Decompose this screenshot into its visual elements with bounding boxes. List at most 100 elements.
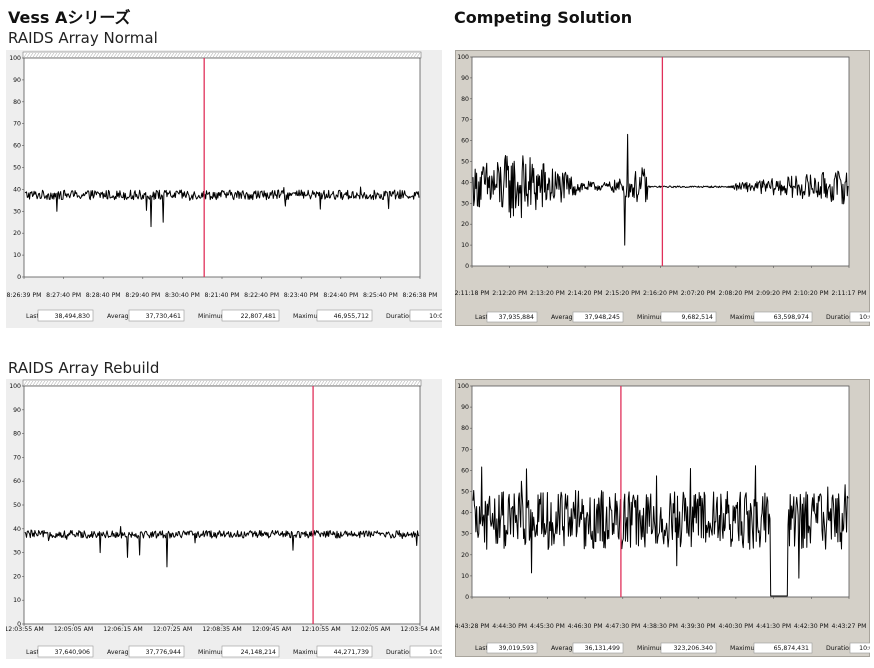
header-hatch xyxy=(62,380,67,386)
y-tick-label: 80 xyxy=(461,96,469,103)
header-hatch xyxy=(203,380,208,386)
header-hatch xyxy=(407,52,412,58)
header-hatch xyxy=(293,380,298,386)
header-hatch xyxy=(152,380,157,386)
header-hatch xyxy=(398,380,403,386)
header-hatch xyxy=(179,380,184,386)
header-hatch xyxy=(35,52,40,58)
y-tick-label: 70 xyxy=(13,454,21,461)
header-hatch xyxy=(26,52,31,58)
x-tick-label: 8:21:40 PM xyxy=(205,292,240,299)
header-hatch xyxy=(155,380,160,386)
x-tick-label: 4:43:28 PM xyxy=(455,623,489,630)
header-hatch xyxy=(74,380,79,386)
header-hatch xyxy=(320,52,325,58)
stat-value: 37,640,906 xyxy=(55,649,90,656)
header-hatch xyxy=(239,380,244,386)
x-tick-label: 4:43:27 PM xyxy=(832,623,867,630)
header-hatch xyxy=(368,380,373,386)
header-hatch xyxy=(59,52,64,58)
header-hatch xyxy=(287,52,292,58)
data-trace xyxy=(472,133,849,246)
stat-value-box xyxy=(753,311,813,323)
header-hatch xyxy=(104,380,109,386)
x-tick-label: 8:25:40 PM xyxy=(363,292,398,299)
data-trace xyxy=(24,186,420,228)
header-hatch xyxy=(413,52,418,58)
header-hatch xyxy=(161,52,166,58)
stat-value: 37,948,245 xyxy=(585,314,620,321)
header-hatch xyxy=(350,52,355,58)
header-hatch xyxy=(77,52,82,58)
y-tick-label: 30 xyxy=(13,550,21,557)
header-hatch xyxy=(155,52,160,58)
stat-label: Duration xyxy=(386,649,413,656)
header-hatch xyxy=(224,380,229,386)
header-hatch xyxy=(131,380,136,386)
header-hatch xyxy=(212,52,217,58)
stat-label: Maximum xyxy=(730,645,761,652)
header-hatch xyxy=(230,52,235,58)
stat-label: Minimum xyxy=(637,645,666,652)
y-tick-label: 100 xyxy=(9,55,21,62)
y-tick-label: 60 xyxy=(461,467,469,474)
header-hatch xyxy=(164,380,169,386)
header-hatch xyxy=(311,52,316,58)
header-hatch xyxy=(167,380,172,386)
header-hatch xyxy=(344,52,349,58)
header-hatch xyxy=(371,52,376,58)
x-tick-label: 8:27:40 PM xyxy=(46,292,81,299)
y-tick-label: 80 xyxy=(13,431,21,438)
header-hatch xyxy=(383,380,388,386)
y-tick-label: 90 xyxy=(13,407,21,414)
x-tick-label: 8:28:40 PM xyxy=(86,292,121,299)
x-tick-label: 2:08:20 PM xyxy=(718,290,753,297)
stat-value: 10:00 xyxy=(429,649,442,656)
y-tick-label: 50 xyxy=(461,159,469,166)
header-hatch xyxy=(263,52,268,58)
header-hatch xyxy=(236,52,241,58)
header-hatch xyxy=(362,380,367,386)
header-hatch xyxy=(194,52,199,58)
header-hatch xyxy=(224,52,229,58)
header-hatch xyxy=(110,52,115,58)
x-tick-label: 8:23:40 PM xyxy=(284,292,319,299)
stat-value: 323,206.340 xyxy=(674,645,713,652)
header-hatch xyxy=(179,52,184,58)
header-hatch xyxy=(116,380,121,386)
header-hatch xyxy=(317,52,322,58)
header-hatch xyxy=(236,380,241,386)
header-hatch xyxy=(233,52,238,58)
header-hatch xyxy=(395,380,400,386)
header-hatch xyxy=(392,380,397,386)
header-hatch xyxy=(164,52,169,58)
header-hatch xyxy=(71,52,76,58)
header-hatch xyxy=(401,380,406,386)
header-hatch xyxy=(272,52,277,58)
header-hatch xyxy=(248,52,253,58)
stat-value-box xyxy=(128,645,185,658)
header-hatch xyxy=(131,52,136,58)
x-tick-label: 12:07:25 AM xyxy=(153,626,192,633)
header-hatch xyxy=(140,52,145,58)
header-hatch xyxy=(119,380,124,386)
header-hatch xyxy=(161,380,166,386)
header-hatch xyxy=(104,52,109,58)
x-tick-label: 4:44:30 PM xyxy=(492,623,527,630)
header-hatch xyxy=(416,380,421,386)
header-hatch xyxy=(209,52,214,58)
header-hatch xyxy=(44,52,49,58)
y-tick-label: 0 xyxy=(465,263,469,270)
x-tick-label: 12:10:55 AM xyxy=(301,626,340,633)
x-tick-label: 4:45:30 PM xyxy=(530,623,565,630)
header-hatch xyxy=(206,380,211,386)
header-hatch xyxy=(371,380,376,386)
header-hatch xyxy=(173,52,178,58)
chart-frame-border xyxy=(455,379,870,657)
header-hatch xyxy=(404,380,409,386)
stat-label: Average xyxy=(107,649,133,656)
header-hatch xyxy=(314,380,319,386)
x-tick-label: 8:26:39 PM xyxy=(7,292,42,299)
header-hatch xyxy=(56,380,61,386)
stat-value-box xyxy=(316,309,373,322)
